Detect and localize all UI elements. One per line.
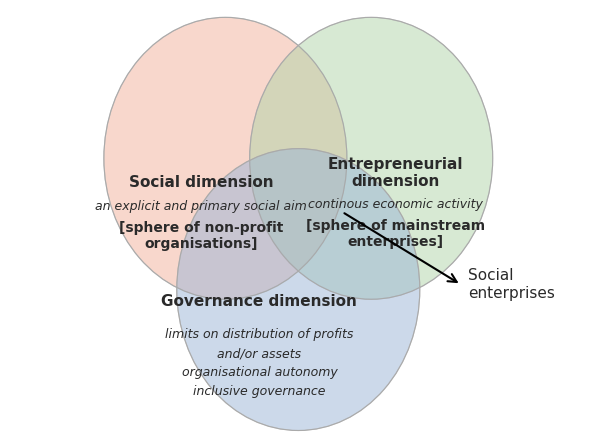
Text: an explicit and primary social aim: an explicit and primary social aim — [95, 200, 307, 214]
Text: [sphere of mainstream
enterprises]: [sphere of mainstream enterprises] — [306, 218, 485, 249]
Text: Entrepreneurial
dimension: Entrepreneurial dimension — [328, 157, 463, 189]
Text: Social
enterprises: Social enterprises — [468, 268, 555, 301]
Text: continous economic activity: continous economic activity — [308, 198, 483, 211]
Ellipse shape — [249, 17, 493, 299]
Text: Governance dimension: Governance dimension — [161, 295, 357, 309]
Text: Social dimension: Social dimension — [129, 175, 274, 190]
Text: limits on distribution of profits
and/or assets
organisational autonomy
inclusiv: limits on distribution of profits and/or… — [165, 328, 354, 398]
Text: [sphere of non-profit
organisations]: [sphere of non-profit organisations] — [119, 221, 283, 251]
Ellipse shape — [177, 148, 419, 431]
Ellipse shape — [104, 17, 347, 299]
